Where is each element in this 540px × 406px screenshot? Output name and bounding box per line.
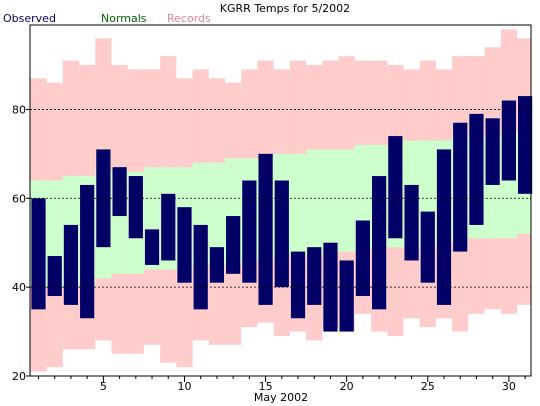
legend-item-observed: Observed xyxy=(3,12,56,25)
observed-range-bar xyxy=(469,113,484,225)
legend: Observed Normals Records xyxy=(3,12,211,25)
y-tick-label: 60 xyxy=(12,192,26,205)
normals-range-bar xyxy=(208,162,226,265)
normals-range-bar xyxy=(322,149,339,252)
legend-item-records: Records xyxy=(167,12,211,25)
observed-range-bar xyxy=(518,96,533,194)
y-tick-label: 20 xyxy=(12,370,26,383)
observed-range-bar xyxy=(355,220,370,297)
observed-range-bar xyxy=(404,184,419,261)
observed-range-bar xyxy=(209,247,225,283)
observed-range-bar xyxy=(193,224,208,310)
x-tick-label: 10 xyxy=(177,380,191,393)
observed-range-bar xyxy=(112,167,127,217)
observed-range-bar xyxy=(307,247,322,305)
observed-range-bar xyxy=(31,198,46,310)
x-axis: 5 10 15 20 25 30 xyxy=(38,376,526,393)
observed-range-bar xyxy=(80,184,95,319)
x-tick-label: 20 xyxy=(340,380,354,393)
normals-range-bar xyxy=(338,149,355,252)
observed-range-bar xyxy=(226,216,241,274)
x-tick-label: 15 xyxy=(259,380,273,393)
normals-range-bar xyxy=(306,149,323,257)
observed-range-bar xyxy=(436,149,452,305)
y-tick-label: 40 xyxy=(12,281,26,294)
plot-frame xyxy=(29,24,532,377)
observed-range-bar xyxy=(339,260,354,332)
x-axis-label: May 2002 xyxy=(254,391,308,404)
chart-title: KGRR Temps for 5/2002 xyxy=(220,2,350,15)
observed-range-bar xyxy=(501,100,516,181)
normals-range-bar xyxy=(289,153,307,257)
observed-range-bar xyxy=(177,207,192,283)
plot-bars xyxy=(30,29,533,372)
x-tick-label: 25 xyxy=(421,380,435,393)
gridlines xyxy=(30,109,531,288)
observed-range-bar xyxy=(144,229,160,265)
observed-range-bar xyxy=(372,176,387,310)
y-axis: 20 40 60 80 xyxy=(12,103,30,383)
observed-range-bar xyxy=(274,180,289,288)
legend-item-normals: Normals xyxy=(101,12,147,25)
observed-range-bar xyxy=(485,118,500,185)
observed-range-bar xyxy=(258,153,273,305)
x-tick-label: 30 xyxy=(502,380,516,393)
observed-range-bar xyxy=(453,122,468,252)
y-tick-label: 80 xyxy=(12,103,26,116)
observed-range-bar xyxy=(63,224,79,305)
x-tick-label: 5 xyxy=(100,380,107,393)
observed-range-bar xyxy=(128,176,143,239)
observed-range-bar xyxy=(47,256,62,297)
observed-range-bar xyxy=(290,251,306,319)
observed-range-bar xyxy=(388,136,403,239)
observed-range-bar xyxy=(420,211,435,283)
observed-range-bar xyxy=(242,180,257,283)
observed-range-bar xyxy=(161,193,176,261)
